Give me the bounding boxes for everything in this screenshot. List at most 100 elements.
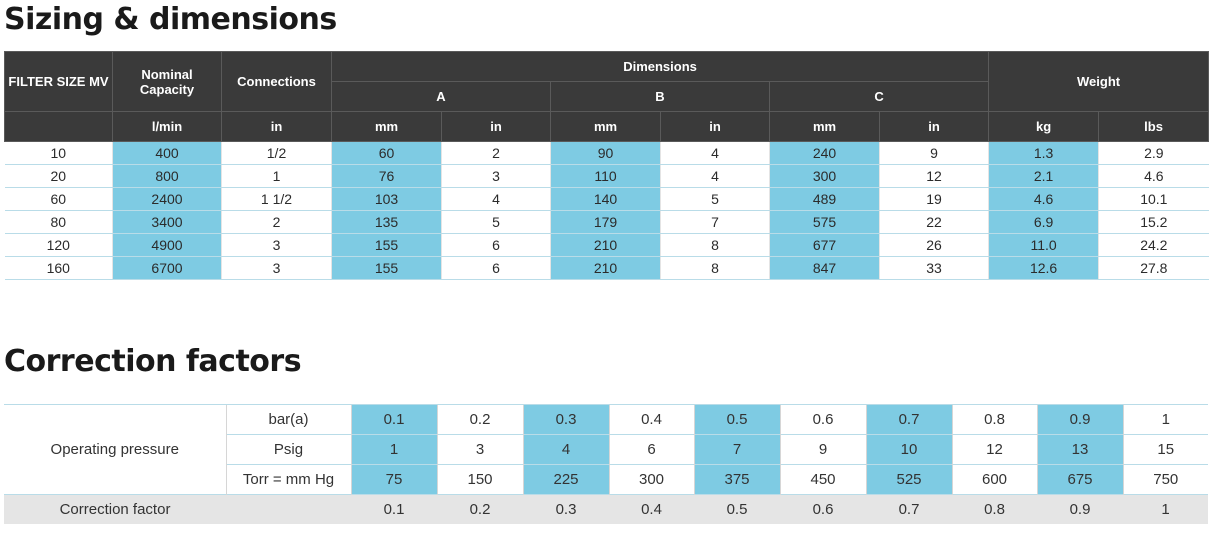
pressure-cell: 13 — [1036, 434, 1123, 465]
header-nominal-capacity: Nominal Capacity — [112, 51, 222, 112]
pressure-cell: 12 — [951, 434, 1037, 465]
factor-cell: 0.9 — [1037, 494, 1123, 524]
filter-size-cell: 80 — [4, 210, 113, 234]
table-cell: 12 — [878, 164, 989, 188]
table-row: 80 3400 2 135 5 179 7 575 22 6.9 15.2 — [4, 210, 1209, 234]
unit-cell-empty — [4, 111, 113, 142]
table-cell: 4900 — [112, 233, 222, 257]
table-cell: 26 — [878, 233, 989, 257]
table-cell: 1/2 — [221, 141, 332, 165]
table-cell: 800 — [112, 164, 222, 188]
table-cell: 3 — [221, 233, 332, 257]
unit-cell: in — [441, 111, 551, 142]
header-dimension-c: C — [768, 81, 990, 112]
pressure-cell: 675 — [1036, 464, 1123, 495]
pressure-cell: 0.5 — [693, 404, 780, 435]
table-cell: 7 — [660, 210, 770, 234]
pressure-cell: 75 — [350, 464, 437, 495]
table-cell: 10.1 — [1098, 187, 1209, 211]
pressure-cell: 6 — [608, 434, 694, 465]
table-row: 20 800 1 76 3 110 4 300 12 2.1 4.6 — [4, 164, 1209, 188]
unit-cell: mm — [769, 111, 880, 142]
table-cell: 4.6 — [988, 187, 1099, 211]
correction-title: Correction factors — [4, 344, 302, 379]
pressure-cell: 375 — [693, 464, 780, 495]
pressure-cell: 4 — [522, 434, 609, 465]
pressure-cell: 450 — [779, 464, 866, 495]
table-cell: 103 — [331, 187, 442, 211]
table-cell: 76 — [331, 164, 442, 188]
correction-factor-label: Correction factor — [4, 494, 226, 524]
table-cell: 60 — [331, 141, 442, 165]
table-cell: 8 — [660, 233, 770, 257]
pressure-cell: 15 — [1122, 434, 1208, 465]
table-cell: 1 1/2 — [221, 187, 332, 211]
filter-size-cell: 60 — [4, 187, 113, 211]
factor-cell: 0.8 — [952, 494, 1037, 524]
table-cell: 240 — [769, 141, 880, 165]
correction-table: Operating pressure bar(a) 0.1 0.2 0.3 0.… — [4, 404, 1208, 524]
header-dimensions: Dimensions — [330, 51, 990, 82]
pressure-row-bar: Operating pressure bar(a) 0.1 0.2 0.3 0.… — [4, 404, 1208, 495]
pressure-cell: 1 — [1122, 404, 1208, 435]
table-cell: 677 — [769, 233, 880, 257]
table-cell: 4 — [660, 141, 770, 165]
table-cell: 1.3 — [988, 141, 1099, 165]
unit-cell: in — [878, 111, 990, 142]
table-cell: 6 — [441, 233, 551, 257]
table-cell: 27.8 — [1098, 256, 1209, 280]
correction-factor-spacer — [226, 494, 351, 524]
table-row: 60 2400 1 1/2 103 4 140 5 489 19 4.6 10.… — [4, 187, 1209, 211]
pressure-cell: 10 — [865, 434, 952, 465]
factor-cell: 0.1 — [351, 494, 437, 524]
factor-cell: 0.4 — [609, 494, 694, 524]
table-cell: 2400 — [112, 187, 222, 211]
table-cell: 575 — [769, 210, 880, 234]
table-cell: 5 — [660, 187, 770, 211]
pressure-cell: 0.3 — [522, 404, 609, 435]
filter-size-cell: 10 — [4, 141, 113, 165]
pressure-cell: 0.4 — [608, 404, 694, 435]
pressure-cell: 525 — [865, 464, 952, 495]
unit-cell: in — [221, 111, 332, 142]
table-cell: 5 — [441, 210, 551, 234]
pressure-cell: 7 — [693, 434, 780, 465]
filter-size-cell: 120 — [4, 233, 113, 257]
table-cell: 179 — [550, 210, 661, 234]
header-dimension-b: B — [550, 81, 770, 112]
pressure-cell: 750 — [1122, 464, 1208, 495]
table-cell: 19 — [878, 187, 989, 211]
unit-cell: in — [660, 111, 770, 142]
pressure-cell: 0.2 — [436, 404, 523, 435]
table-cell: 22 — [878, 210, 989, 234]
table-cell: 210 — [550, 233, 661, 257]
pressure-cell: 300 — [608, 464, 694, 495]
sizing-title: Sizing & dimensions — [4, 2, 337, 37]
table-row: 120 4900 3 155 6 210 8 677 26 11.0 24.2 — [4, 233, 1209, 257]
pressure-row-psig: Psig 1 3 4 6 7 9 10 12 13 15 — [4, 434, 1208, 465]
filter-size-cell: 160 — [4, 256, 113, 280]
table-cell: 2 — [221, 210, 332, 234]
header-dimension-a: A — [331, 81, 551, 112]
table-cell: 1 — [221, 164, 332, 188]
table-cell: 24.2 — [1098, 233, 1209, 257]
table-cell: 400 — [112, 141, 222, 165]
header-weight: Weight — [988, 51, 1210, 112]
unit-cell: lbs — [1098, 111, 1210, 142]
table-cell: 9 — [878, 141, 989, 165]
table-cell: 300 — [769, 164, 880, 188]
factor-cell: 1 — [1123, 494, 1208, 524]
unit-cell: l/min — [112, 111, 222, 142]
table-cell: 3 — [221, 256, 332, 280]
correction-factor-row: Correction factor 0.1 0.2 0.3 0.4 0.5 0.… — [4, 494, 1208, 524]
pressure-cell: 0.7 — [865, 404, 952, 435]
pressure-row-torr: Torr = mm Hg 75 150 225 300 375 450 525 … — [4, 464, 1208, 495]
pressure-unit: bar(a) — [225, 404, 351, 435]
table-cell: 3 — [441, 164, 551, 188]
table-cell: 3400 — [112, 210, 222, 234]
table-row: 10 400 1/2 60 2 90 4 240 9 1.3 2.9 — [4, 141, 1209, 165]
pressure-cell: 1 — [350, 434, 437, 465]
table-cell: 155 — [331, 233, 442, 257]
pressure-cell: 0.1 — [350, 404, 437, 435]
factor-cell: 0.7 — [866, 494, 952, 524]
